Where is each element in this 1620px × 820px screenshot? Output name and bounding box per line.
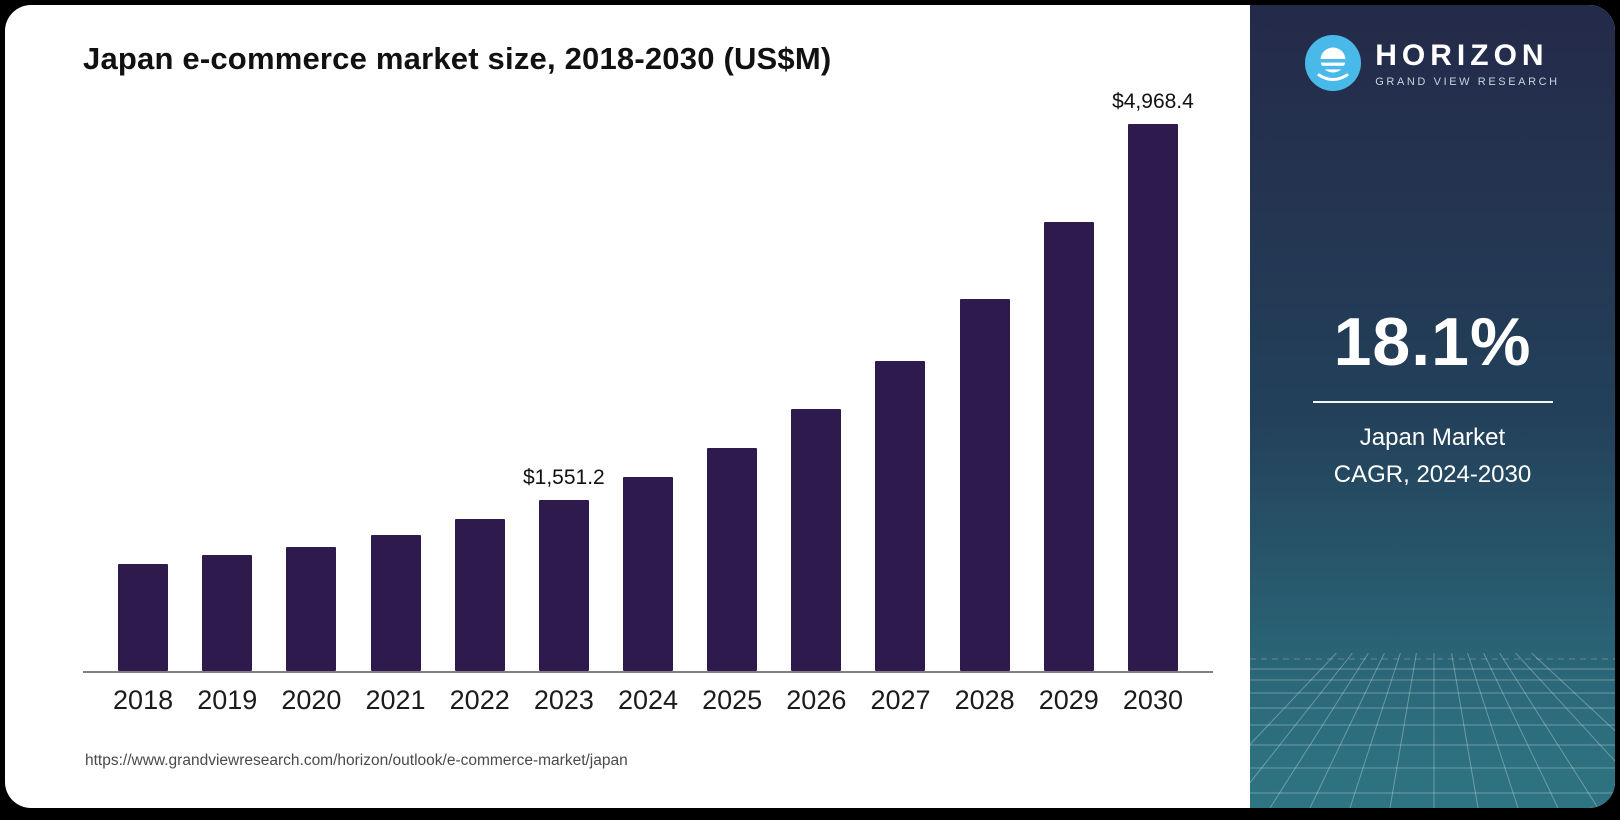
bar-2028: [959, 298, 1010, 671]
horizon-sun-icon: [1305, 35, 1362, 91]
bar-column-2018: [101, 121, 185, 671]
cagr-label-line1: Japan Market: [1359, 424, 1506, 451]
cagr-stat-block: 18.1% Japan Market CAGR, 2024-2030: [1250, 303, 1615, 493]
x-axis-label-2029: 2029: [1038, 685, 1099, 715]
bar-column-2023: $1,551.2: [522, 121, 606, 671]
x-axis-label-2022: 2022: [449, 685, 510, 715]
bar-2022: [454, 518, 505, 671]
mesh-grid-decoration: [1250, 653, 1615, 808]
x-axis-label-2030: 2030: [1122, 685, 1183, 715]
bar-2020: [286, 546, 337, 671]
bar-column-2027: [858, 121, 942, 671]
cagr-label: Japan Market CAGR, 2024-2030: [1334, 419, 1531, 493]
bar-2025: [707, 447, 758, 671]
brand-logo: HORIZON GRAND VIEW RESEARCH: [1305, 35, 1559, 91]
bar-column-2024: [606, 121, 690, 671]
bar-column-2029: [1027, 121, 1111, 671]
bar-chart: $1,551.2 $4,968.4 2018 2019 2020 2021 2022 202…: [83, 90, 1213, 716]
bar-2024: [623, 477, 674, 671]
bar-value-label-2023: $1,551.2: [522, 466, 605, 490]
bar-2029: [1043, 222, 1094, 671]
infographic-card: Japan e-commerce market size, 2018-2030 …: [5, 5, 1615, 808]
bar-column-2025: [690, 121, 774, 671]
x-axis-label-2019: 2019: [197, 685, 258, 715]
sidebar: HORIZON GRAND VIEW RESEARCH 18.1% Japan …: [1250, 5, 1615, 808]
x-axis-label-2024: 2024: [617, 685, 679, 715]
bar-column-2020: [269, 121, 353, 671]
x-axis-label-2028: 2028: [954, 685, 1015, 715]
x-axis-label-2023: 2023: [533, 685, 594, 715]
cagr-label-line2: CAGR, 2024-2030: [1333, 461, 1532, 489]
bar-column-2028: [943, 121, 1027, 671]
x-axis-label-2021: 2021: [365, 685, 426, 715]
bar-plot-area: $1,551.2 $4,968.4: [83, 90, 1213, 673]
x-axis-label-2027: 2027: [870, 685, 931, 715]
bar-column-2030: $4,968.4: [1111, 90, 1195, 671]
bar-2019: [202, 554, 253, 671]
x-axis-label-2018: 2018: [113, 685, 174, 715]
x-axis-label-2026: 2026: [786, 685, 847, 715]
chart-title: Japan e-commerce market size, 2018-2030 …: [83, 41, 832, 76]
bar-2030: [1127, 124, 1178, 671]
x-axis-label-2025: 2025: [702, 685, 763, 715]
x-axis: 2018 2019 2020 2021 2022 2023 2024 2025 2026 2027…: [83, 685, 1213, 716]
bar-2027: [875, 361, 926, 671]
brand-name: HORIZON: [1375, 38, 1549, 72]
bar-2026: [791, 409, 842, 671]
chart-panel: Japan e-commerce market size, 2018-2030 …: [5, 5, 1250, 808]
bar-2018: [118, 563, 169, 671]
source-url: https://www.grandviewresearch.com/horizo…: [85, 752, 628, 769]
x-axis-label-2020: 2020: [281, 685, 342, 715]
brand-tagline: GRAND VIEW RESEARCH: [1375, 75, 1560, 88]
brand-text: HORIZON GRAND VIEW RESEARCH: [1375, 39, 1559, 88]
bar-value-label-2030: $4,968.4: [1112, 90, 1194, 114]
bar-2023: [538, 500, 589, 671]
bar-column-2022: [438, 121, 522, 671]
bar-column-2019: [185, 121, 269, 671]
bar-column-2021: [353, 121, 437, 671]
bar-column-2026: [774, 121, 858, 671]
stat-divider: [1312, 401, 1553, 403]
cagr-value: 18.1%: [1333, 304, 1532, 380]
bar-2021: [370, 534, 421, 671]
